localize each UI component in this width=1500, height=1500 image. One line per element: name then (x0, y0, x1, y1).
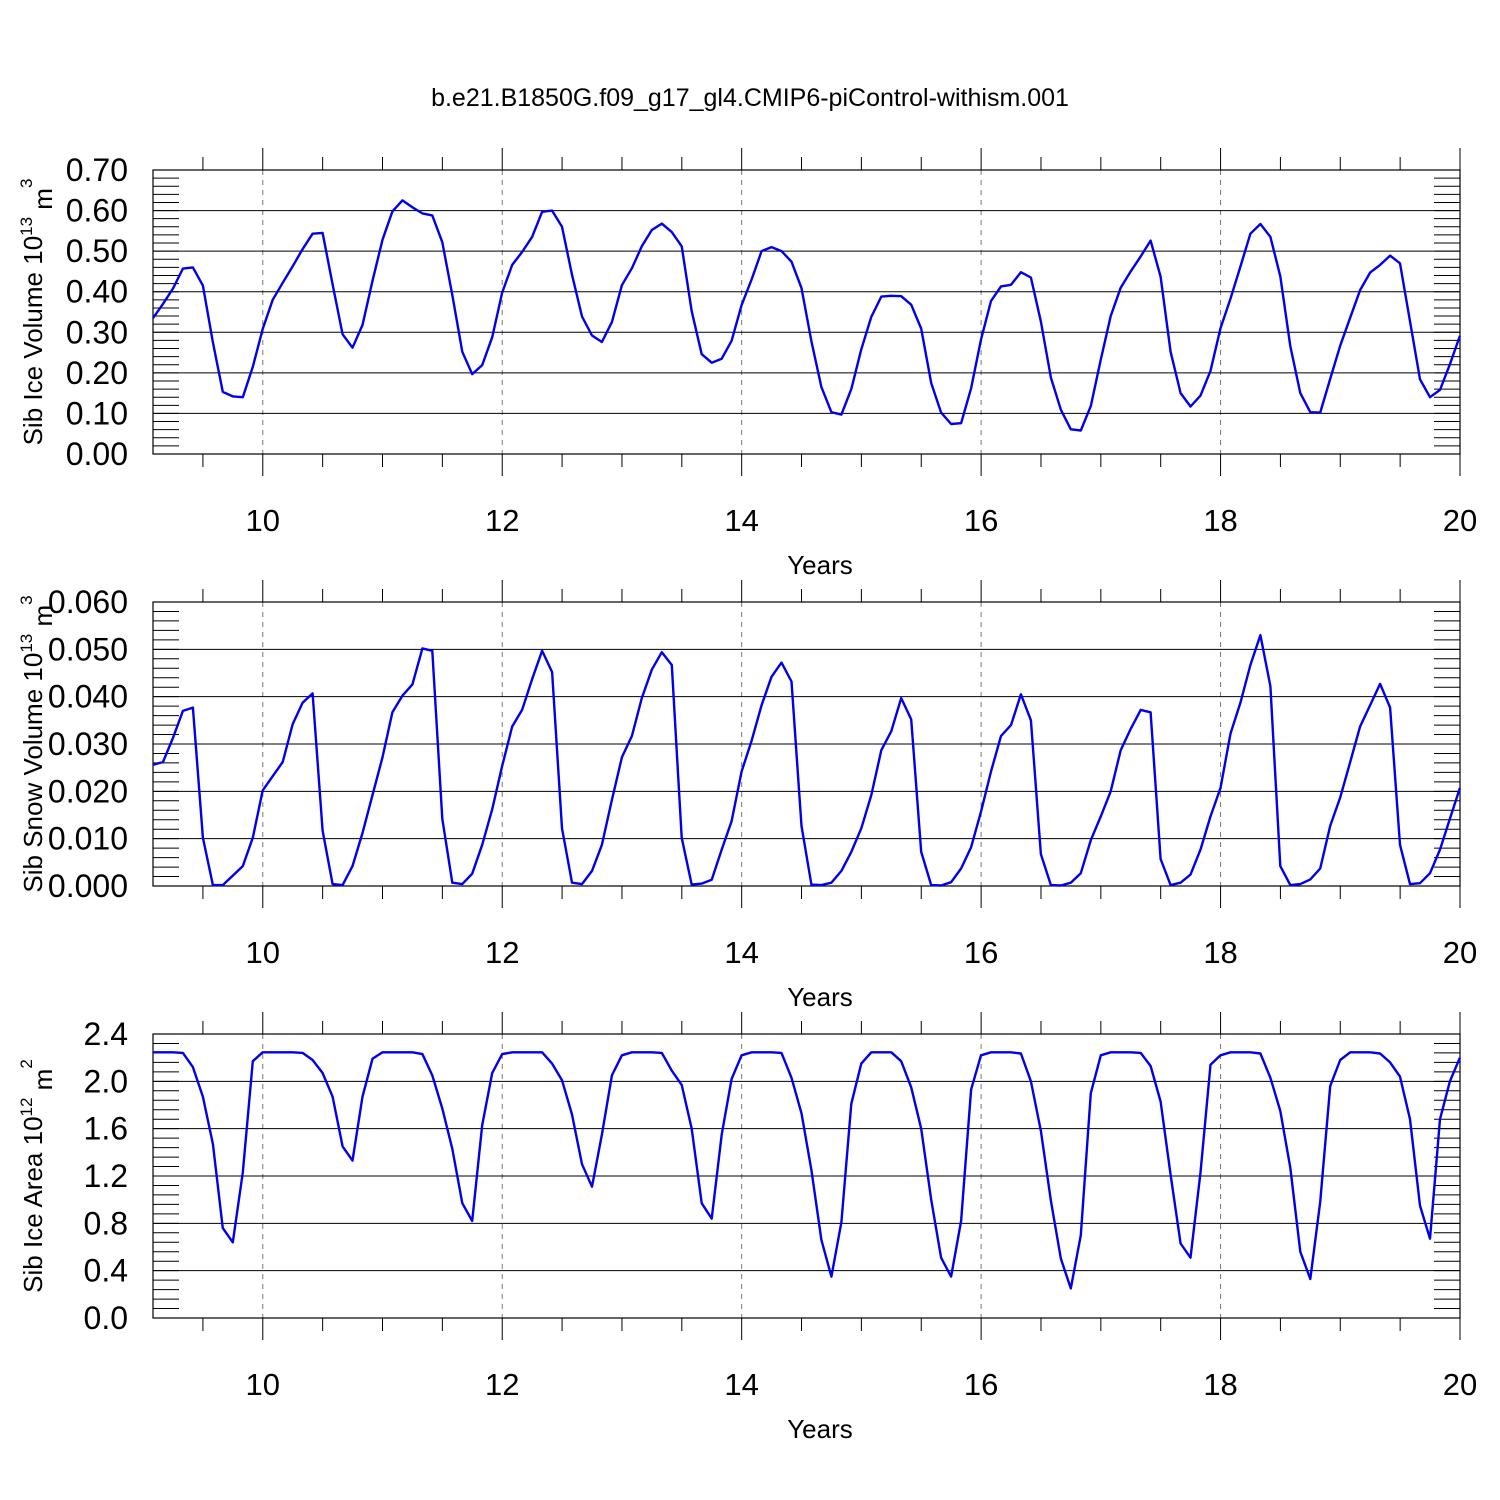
plot-frame (152, 169, 1461, 455)
plot-frame (152, 601, 1461, 887)
x-axis-label: Years (787, 982, 853, 1012)
x-tick-label: 14 (724, 935, 758, 970)
y-tick-label: 0.010 (48, 821, 128, 857)
x-tick-label: 18 (1203, 503, 1237, 538)
y-tick-label: 0.40 (66, 274, 128, 310)
x-tick-label: 12 (485, 503, 519, 538)
x-tick-label: 12 (485, 935, 519, 970)
y-tick-label: 2.4 (84, 1016, 128, 1052)
chart-panel-3: 10 12 14 16 18 20 0.0 0.4 0.8 1.2 1.6 2.0 2.4 Years Si… (17, 1012, 1477, 1444)
y-tick-label: 0.30 (66, 314, 128, 350)
y-tick-label: 0.000 (48, 868, 128, 904)
y-tick-label: 2.0 (84, 1063, 128, 1099)
x-tick-label: 18 (1203, 1367, 1237, 1402)
chart-title: b.e21.B1850G.f09_g17_gl4.CMIP6-piControl… (431, 84, 1069, 112)
series-line (152, 633, 1462, 887)
y-tick-label: 0.50 (66, 233, 128, 269)
y-tick-label: 0.70 (66, 152, 128, 188)
x-tick-label: 20 (1443, 1367, 1477, 1402)
y-tick-label: 0.4 (84, 1253, 128, 1289)
x-tick-label: 16 (964, 1367, 998, 1402)
y-tick-label: 0.030 (48, 726, 128, 762)
y-tick-label: 0.040 (48, 679, 128, 715)
y-tick-label: 0.60 (66, 193, 128, 229)
x-axis-label: Years (787, 1414, 853, 1444)
series-line (152, 199, 1462, 432)
y-tick-label: 0.060 (48, 584, 128, 620)
x-tick-label: 18 (1203, 935, 1237, 970)
x-tick-label: 10 (246, 935, 280, 970)
x-tick-label: 20 (1443, 935, 1477, 970)
x-tick-label: 14 (724, 1367, 758, 1402)
y-tick-label: 0.00 (66, 436, 128, 472)
x-tick-label: 16 (964, 503, 998, 538)
series-line (153, 1051, 1462, 1290)
chart-panel-1: 10 12 14 16 18 20 0.00 0.10 0.20 0.30 0.40 0.50 0.60… (17, 148, 1477, 580)
y-tick-label: 1.2 (84, 1158, 128, 1194)
y-axis-label: Sib Snow Volume 1013 m3 (17, 595, 58, 892)
x-tick-label: 20 (1443, 503, 1477, 538)
y-tick-label: 0.20 (66, 355, 128, 391)
plot-frame (152, 1033, 1461, 1319)
y-tick-label: 0.050 (48, 631, 128, 667)
x-tick-label: 10 (246, 503, 280, 538)
chart-panel-2: 10 12 14 16 18 20 0.000 0.010 0.020 0.030 0.040 0.0… (17, 580, 1477, 1012)
y-axis-label: Sib Ice Area 1012 m2 (17, 1059, 58, 1293)
y-tick-label: 0.10 (66, 395, 128, 431)
y-tick-label: 0.8 (84, 1205, 128, 1241)
x-tick-label: 12 (485, 1367, 519, 1402)
y-tick-label: 0.020 (48, 773, 128, 809)
y-axis-label: Sib Ice Volume 1013 m3 (17, 179, 58, 446)
x-tick-label: 16 (964, 935, 998, 970)
x-tick-label: 10 (246, 1367, 280, 1402)
y-tick-label: 0.0 (84, 1300, 128, 1336)
x-axis-label: Years (787, 550, 853, 580)
y-tick-label: 1.6 (84, 1111, 128, 1147)
x-tick-label: 14 (724, 503, 758, 538)
